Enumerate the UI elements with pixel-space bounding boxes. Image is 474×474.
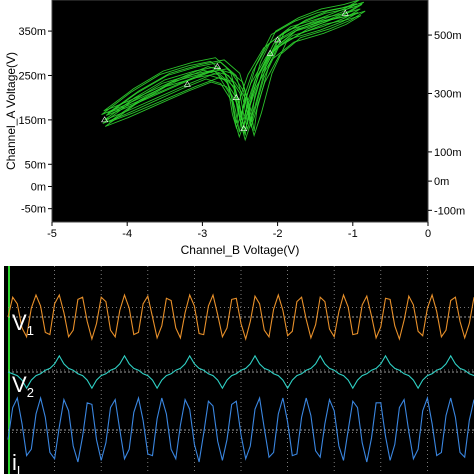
scope-screen bbox=[4, 266, 474, 474]
y-right-tick-label: 0m bbox=[434, 176, 449, 188]
y-left-tick-label: 150m bbox=[18, 115, 46, 127]
y-axis-right-ticks: 500m 300m 100m 0m -100m bbox=[428, 30, 465, 217]
x-tick-label: -5 bbox=[47, 228, 57, 240]
x-axis-label: Channel_B Voltage(V) bbox=[181, 243, 300, 257]
x-tick-label: -2 bbox=[273, 228, 283, 240]
x-tick-label: -3 bbox=[198, 228, 208, 240]
xy-marker bbox=[274, 36, 282, 43]
scope-trace-v2 bbox=[7, 354, 474, 390]
xy-marker bbox=[240, 125, 248, 132]
xy-marker-group bbox=[101, 9, 349, 132]
xy-marker bbox=[101, 116, 109, 123]
xy-trace-cycle bbox=[102, 11, 359, 139]
y-right-tick-label: 100m bbox=[434, 147, 462, 159]
x-tick-label: 0 bbox=[425, 228, 431, 240]
scope-trace-il bbox=[7, 395, 474, 463]
xy-trace-cycle bbox=[103, 0, 360, 126]
xy-marker bbox=[183, 80, 191, 87]
scope-label-v1: V1 bbox=[12, 310, 34, 338]
xy-marker bbox=[341, 9, 349, 16]
y-left-tick-label: 50m bbox=[25, 159, 46, 171]
scope-trace-group bbox=[7, 293, 474, 463]
xy-trace-cycle bbox=[108, 10, 366, 137]
y-right-tick-label: -100m bbox=[434, 205, 465, 217]
xy-marker bbox=[213, 63, 221, 69]
scope-label-il: iL bbox=[12, 450, 24, 474]
x-tick-label: -1 bbox=[348, 228, 358, 240]
x-tick-label: -4 bbox=[122, 228, 132, 240]
scope-label-v2: V2 bbox=[12, 372, 34, 400]
y-left-tick-label: 350m bbox=[18, 26, 46, 38]
y-left-tick-label: -50m bbox=[21, 204, 46, 216]
scope-trace-v1 bbox=[7, 293, 474, 342]
xy-marker bbox=[232, 94, 240, 100]
y-right-tick-label: 300m bbox=[434, 88, 462, 100]
xy-trace-group bbox=[101, 0, 366, 142]
y-left-tick-label: 0m bbox=[31, 181, 46, 193]
y-axis-left-ticks: 350m 250m 150m 50m 0m -50m bbox=[18, 26, 52, 216]
xy-trace-cycle bbox=[107, 1, 365, 129]
y-right-tick-label: 500m bbox=[434, 30, 462, 42]
x-axis-ticks: -5 -4 -3 -2 -1 0 bbox=[47, 222, 431, 240]
y-axis-label: Channel_A Voltage(V) bbox=[4, 52, 18, 170]
xy-marker bbox=[266, 49, 274, 56]
y-left-tick-label: 250m bbox=[18, 70, 46, 82]
xy-trace-cycle bbox=[105, 3, 363, 131]
